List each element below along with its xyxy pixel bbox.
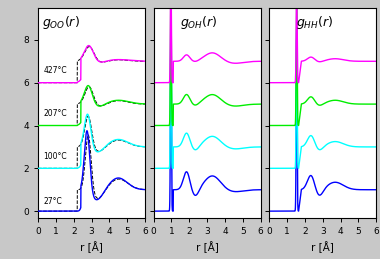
Text: 207°C: 207°C — [43, 109, 67, 118]
X-axis label: r [Å]: r [Å] — [80, 241, 103, 253]
Text: 27°C: 27°C — [43, 197, 62, 206]
Text: 427°C: 427°C — [43, 66, 67, 75]
Text: $g_{OH}(r)$: $g_{OH}(r)$ — [180, 14, 218, 31]
Text: $g_{HH}(r)$: $g_{HH}(r)$ — [296, 14, 333, 31]
Text: $g_{OO}(r)$: $g_{OO}(r)$ — [42, 14, 80, 31]
Text: 100°C: 100°C — [43, 152, 67, 161]
X-axis label: r [Å]: r [Å] — [311, 241, 334, 253]
X-axis label: r [Å]: r [Å] — [196, 241, 218, 253]
